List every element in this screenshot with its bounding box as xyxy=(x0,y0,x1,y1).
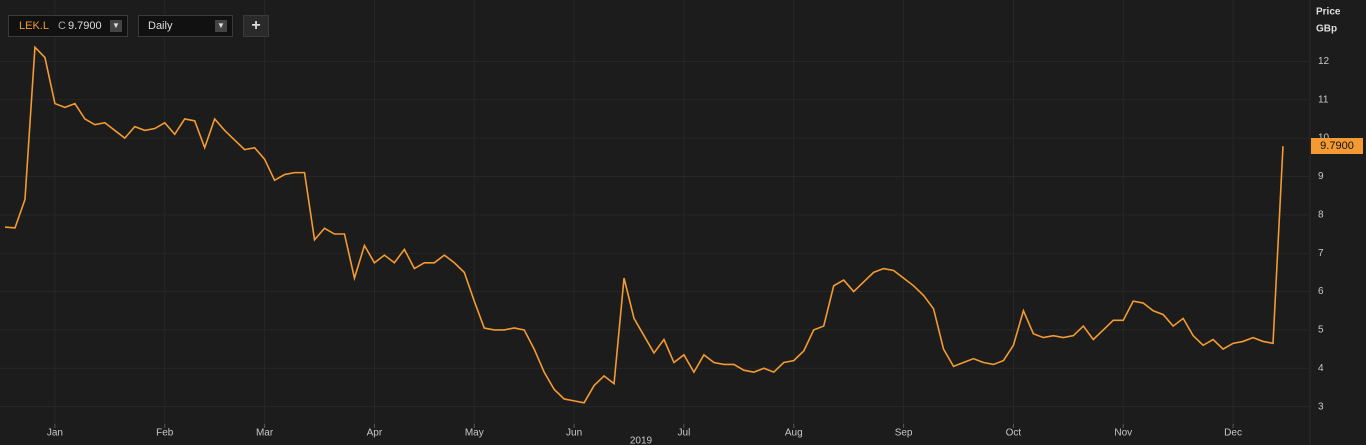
y-tick-label: 12 xyxy=(1318,56,1330,67)
y-tick-label: 6 xyxy=(1318,286,1324,297)
x-tick-label: Mar xyxy=(256,428,274,439)
add-button[interactable]: + xyxy=(243,15,269,37)
last-price-tag: 9.7900 xyxy=(1311,138,1363,155)
price: 9.7900 xyxy=(68,20,102,32)
interval-selector[interactable]: Daily ▼ xyxy=(138,15,233,37)
y-tick-label: 7 xyxy=(1318,248,1324,259)
x-tick-label: Oct xyxy=(1006,428,1022,439)
price-line xyxy=(4,45,1284,404)
x-tick-label: Sep xyxy=(895,428,913,439)
x-tick-label: Jul xyxy=(678,428,691,439)
y-tick-label: 4 xyxy=(1318,363,1324,374)
price-type: C xyxy=(58,20,66,32)
x-tick-label: Aug xyxy=(785,428,803,439)
x-tick-label: May xyxy=(465,428,484,439)
x-tick-label: Apr xyxy=(367,428,383,439)
interval: Daily xyxy=(148,20,173,32)
y-axis-title: Price xyxy=(1316,7,1341,18)
x-tick-label: Nov xyxy=(1114,428,1132,439)
dropdown-arrow[interactable]: ▼ xyxy=(215,20,227,32)
y-tick-label: 9 xyxy=(1318,171,1324,182)
x-tick-label: Jun xyxy=(566,428,582,439)
y-tick-label: 3 xyxy=(1318,401,1324,412)
symbol: LEK.L xyxy=(19,20,49,32)
y-tick-label: 8 xyxy=(1318,209,1324,220)
symbol-selector[interactable]: LEK.L C 9.7900 ▼ xyxy=(8,15,128,37)
y-axis-unit: GBp xyxy=(1316,24,1337,35)
x-tick-label: Dec xyxy=(1224,428,1242,439)
x-tick-label: Feb xyxy=(156,428,174,439)
y-tick-label: 11 xyxy=(1318,94,1329,105)
dropdown-arrow[interactable]: ▼ xyxy=(110,20,122,32)
x-tick-label: Jan xyxy=(47,428,63,439)
x-axis-title: 2019 xyxy=(630,436,653,445)
y-tick-label: 5 xyxy=(1318,325,1324,336)
